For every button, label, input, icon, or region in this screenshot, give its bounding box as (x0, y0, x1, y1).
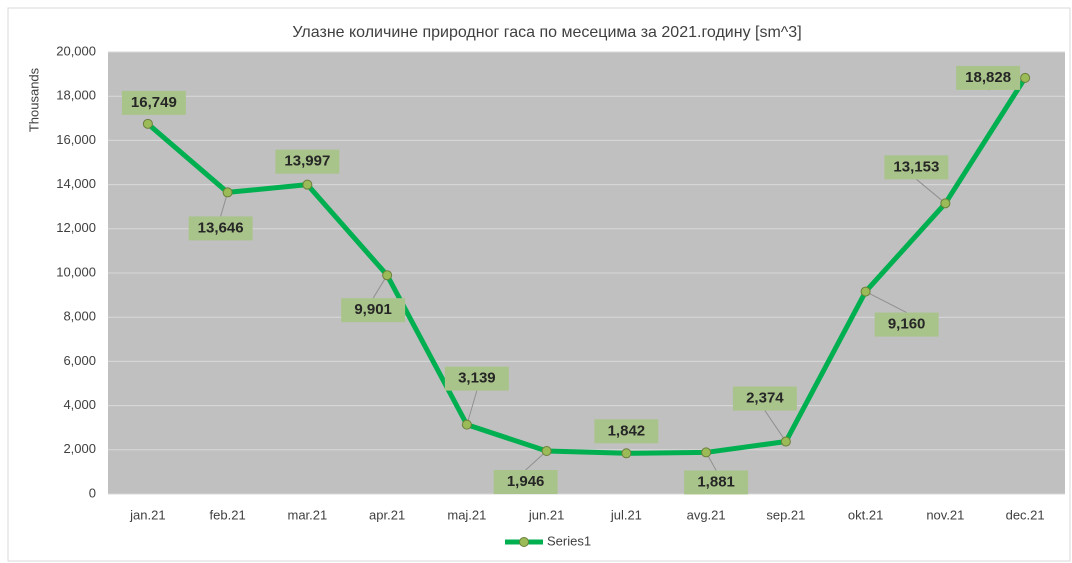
data-point (940, 198, 951, 209)
data-point (382, 270, 393, 281)
x-tick-label: jul.21 (610, 507, 642, 522)
data-label-box (874, 312, 939, 337)
x-tick-label: sep.21 (766, 507, 805, 522)
data-point (222, 187, 233, 198)
y-tick-label: 18,000 (56, 88, 96, 103)
data-point (860, 286, 871, 297)
data-point (701, 447, 712, 458)
data-label-box (732, 386, 797, 411)
data-label: 16,749 (131, 94, 177, 111)
data-label-box (594, 419, 659, 444)
x-tick-label: mar.21 (288, 507, 328, 522)
data-label: 1,842 (608, 422, 646, 439)
x-tick-label: maj.21 (447, 507, 486, 522)
x-tick-label: feb.21 (210, 507, 246, 522)
leader-line (916, 178, 946, 204)
leader-line (865, 291, 907, 314)
data-point (780, 436, 791, 447)
legend-marker (519, 537, 529, 547)
data-label-box (444, 366, 509, 391)
data-label-box (341, 298, 406, 323)
x-tick-label: nov.21 (926, 507, 964, 522)
y-tick-label: 16,000 (56, 132, 96, 147)
data-label-box (188, 216, 253, 241)
data-label: 18,828 (965, 69, 1011, 86)
x-tick-label: okt.21 (848, 507, 883, 522)
y-tick-label: 2,000 (63, 441, 96, 456)
data-label: 3,139 (458, 370, 496, 387)
x-tick-label: jun.21 (528, 507, 564, 522)
data-label: 1,881 (697, 473, 735, 490)
data-label-box (121, 90, 186, 115)
data-label: 1,946 (507, 473, 545, 490)
data-label: 9,160 (888, 316, 926, 333)
data-label-box (493, 469, 558, 494)
data-label: 13,646 (198, 219, 244, 236)
data-point (1020, 72, 1031, 83)
y-tick-label: 12,000 (56, 220, 96, 235)
y-tick-label: 4,000 (63, 397, 96, 412)
data-point (541, 445, 552, 456)
data-label-box (684, 470, 749, 495)
y-axis-label: Thousands (26, 67, 41, 132)
data-label: 2,374 (746, 390, 784, 407)
data-point (302, 179, 313, 190)
data-line (146, 76, 1028, 456)
data-point (461, 419, 472, 430)
y-tick-label: 10,000 (56, 264, 96, 279)
leader-line (764, 410, 787, 442)
y-tick-label: 8,000 (63, 309, 96, 324)
leader-line (466, 390, 478, 425)
legend-label: Series1 (547, 533, 591, 548)
data-label-box (884, 155, 949, 180)
x-tick-label: apr.21 (369, 507, 405, 522)
y-tick-label: 14,000 (56, 176, 96, 191)
data-label-box (956, 65, 1021, 90)
y-tick-label: 0 (89, 485, 96, 500)
data-label-box (275, 149, 340, 174)
data-label: 13,997 (284, 153, 330, 170)
y-tick-label: 20,000 (56, 43, 96, 58)
x-tick-label: dec.21 (1006, 507, 1045, 522)
data-point (621, 448, 632, 459)
data-point (142, 118, 153, 129)
data-label: 13,153 (893, 158, 939, 175)
chart-title: Улазне количине природног гаса по месеци… (292, 24, 801, 41)
y-tick-label: 6,000 (63, 353, 96, 368)
data-label: 9,901 (354, 301, 392, 318)
x-tick-label: avg.21 (687, 507, 726, 522)
x-tick-label: jan.21 (129, 507, 165, 522)
